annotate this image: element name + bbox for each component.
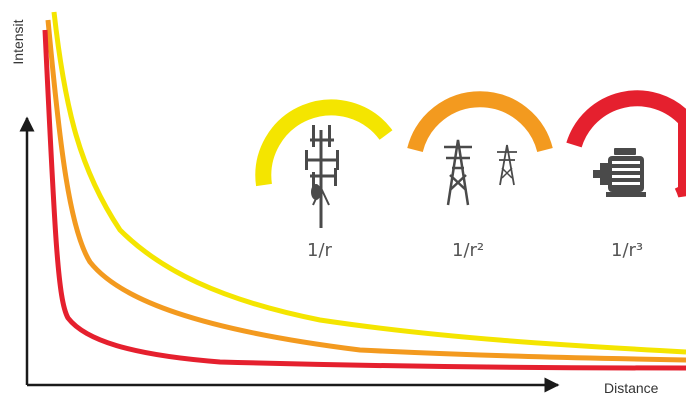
power-line-tower-icon xyxy=(444,139,517,206)
curve-1-over-r3 xyxy=(42,29,686,371)
y-axis-label: Intensit xyxy=(10,19,26,65)
yellow-arc xyxy=(255,99,393,187)
curve-1-over-r xyxy=(51,11,686,355)
label-1-over-r2: 1/r² xyxy=(452,240,485,261)
curve-1-over-r2 xyxy=(45,19,686,363)
cell-tower-icon xyxy=(305,125,339,228)
orange-arc xyxy=(407,91,553,153)
label-1-over-r: 1/r xyxy=(307,240,332,261)
x-axis-label: Distance xyxy=(604,380,659,396)
electric-motor-icon xyxy=(593,148,646,197)
label-1-over-r3: 1/r³ xyxy=(611,240,644,261)
